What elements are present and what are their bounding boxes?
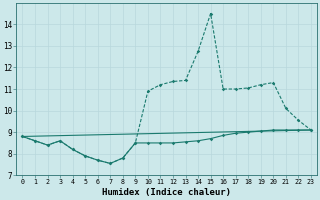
X-axis label: Humidex (Indice chaleur): Humidex (Indice chaleur) bbox=[102, 188, 231, 197]
